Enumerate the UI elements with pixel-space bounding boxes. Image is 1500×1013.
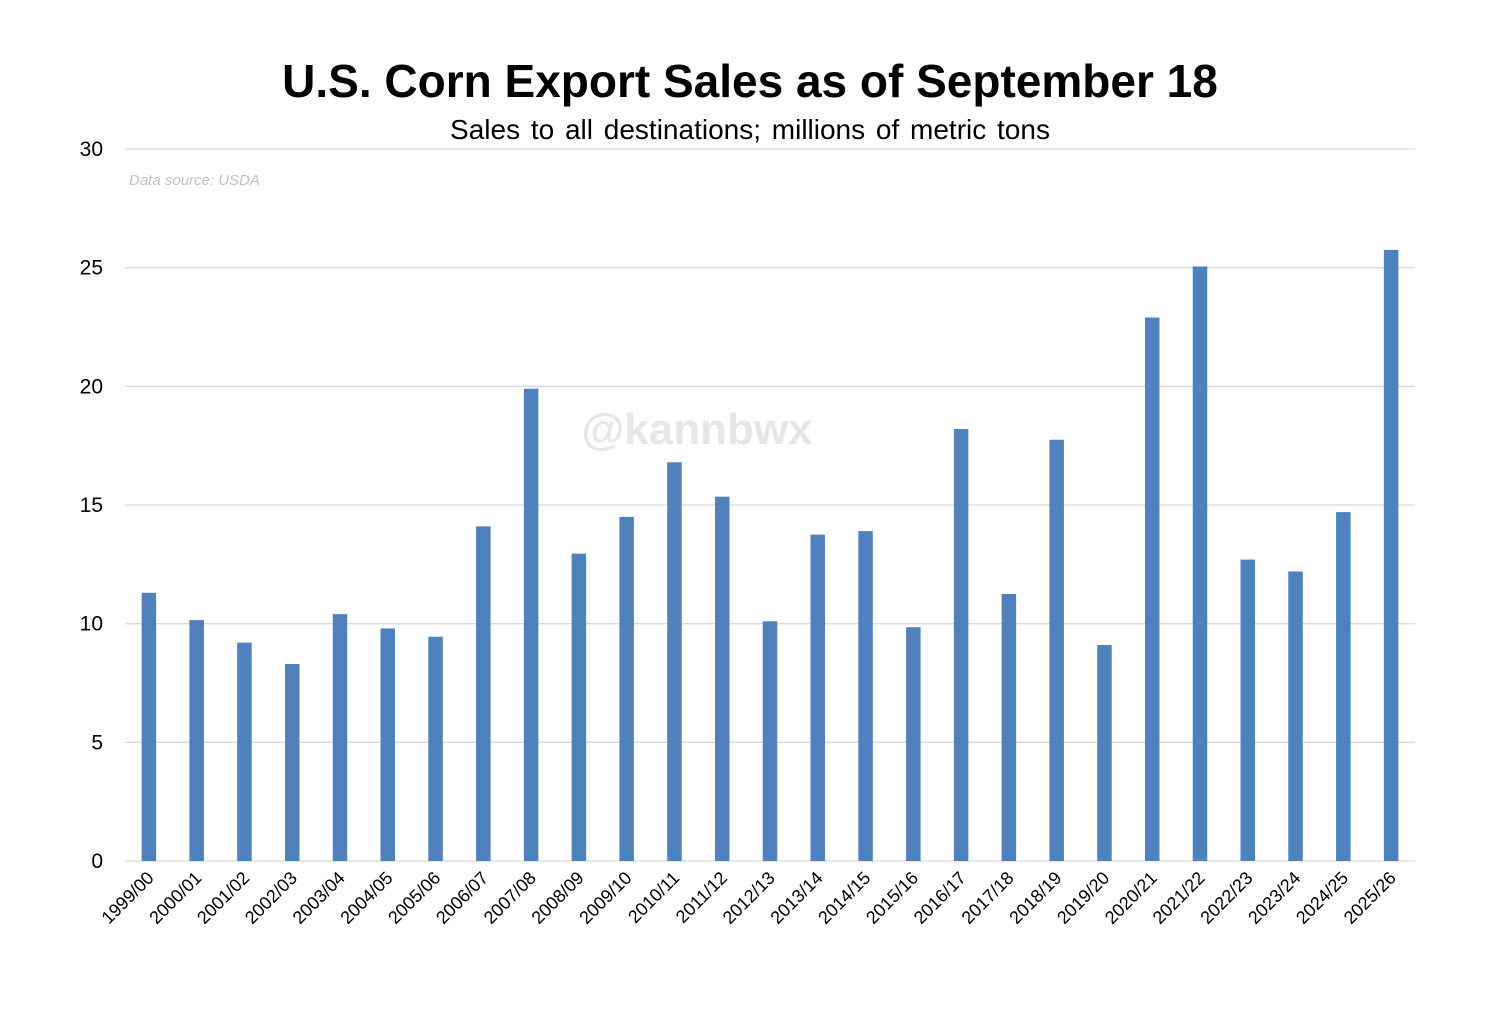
chart-title: U.S. Corn Export Sales as of September 1… [282,55,1218,107]
bar-2021-22 [1192,266,1208,862]
y-tick-label: 10 [80,613,103,636]
chart-subtitle: Sales to all destinations; millions of m… [450,114,1050,145]
bar-2002-03 [284,664,300,861]
bar-series [141,249,1399,862]
bar-2001-02 [237,642,252,861]
bar-2020-21 [1144,317,1160,861]
bar-2014-15 [858,531,873,861]
bar-1999-00 [141,592,157,861]
x-axis-ticks: 1999/002000/012001/022002/032003/042004/… [98,868,1400,928]
x-tick-label: 2018/19 [1005,868,1065,928]
bar-2025-26 [1383,249,1399,861]
x-tick-label: 2003/04 [289,868,349,928]
x-tick-label: 2022/23 [1196,868,1256,928]
y-tick-label: 5 [91,731,103,754]
bar-2008-09 [571,553,587,861]
y-tick-label: 0 [91,850,103,873]
x-tick-label: 2014/15 [814,868,874,928]
x-tick-label: 2010/11 [624,868,683,927]
bar-2019-20 [1097,645,1112,861]
bar-2024-25 [1336,512,1351,861]
bar-2009-10 [619,516,634,861]
bar-2023-24 [1288,571,1303,861]
x-tick-label: 2019/20 [1053,868,1113,928]
bar-2000-01 [189,620,204,861]
bar-2004-05 [380,628,396,861]
x-tick-label: 1999/00 [98,868,158,928]
x-tick-label: 2017/18 [958,868,1018,928]
data-source-note: Data source: USDA [129,172,260,189]
bar-2017-18 [1001,594,1017,861]
bar-2018-19 [1049,439,1064,861]
watermark: @kannbwx [581,405,813,454]
y-tick-label: 15 [80,494,103,517]
x-tick-label: 2015/16 [862,868,922,928]
x-tick-label: 2009/10 [575,868,635,928]
x-tick-label: 2001/02 [193,868,253,928]
bar-2013-14 [810,534,826,861]
bar-2010-11 [667,462,682,861]
y-tick-label: 20 [80,375,103,398]
bar-2022-23 [1240,559,1256,861]
y-tick-label: 25 [80,257,103,280]
x-tick-label: 2006/07 [432,868,492,928]
x-tick-label: 2008/09 [528,868,588,928]
bar-2012-13 [762,621,778,861]
bar-2003-04 [332,614,348,861]
bar-2007-08 [523,388,539,861]
bar-2015-16 [906,627,921,861]
x-tick-label: 2023/24 [1244,868,1304,928]
x-tick-label: 2012/13 [719,868,779,928]
x-tick-label: 2007/08 [480,868,540,928]
x-tick-label: 2024/25 [1292,868,1352,928]
x-tick-label: 2020/21 [1101,868,1161,928]
x-tick-label: 2025/26 [1340,868,1400,928]
x-tick-label: 2013/14 [766,868,826,928]
x-tick-label: 2021/22 [1149,868,1209,928]
y-axis-ticks: 0 5 10 15 20 25 30 [80,138,103,873]
y-tick-label: 30 [80,138,103,161]
x-tick-label: 2004/05 [336,868,396,928]
x-tick-label: 2002/03 [241,868,301,928]
x-tick-label: 2016/17 [910,868,970,928]
bar-2011-12 [714,496,730,861]
bar-2006-07 [476,526,491,861]
bar-2016-17 [953,429,969,861]
x-tick-label: 2005/06 [384,868,444,928]
x-tick-label: 2000/01 [145,868,205,928]
bar-2005-06 [428,636,443,861]
